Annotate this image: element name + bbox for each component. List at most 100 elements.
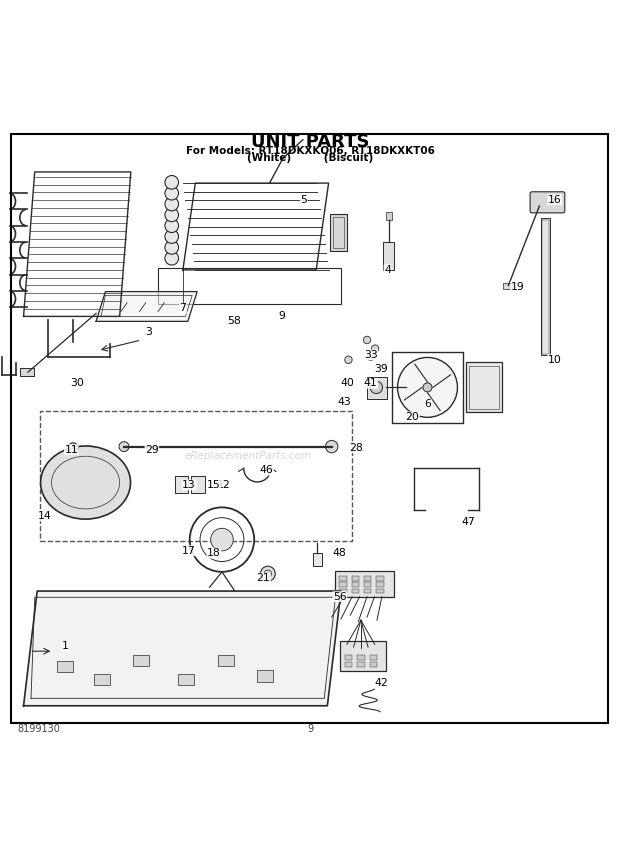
- Circle shape: [326, 440, 338, 453]
- Text: 40: 40: [340, 378, 354, 389]
- Bar: [94, 674, 110, 685]
- Bar: [370, 655, 377, 660]
- Circle shape: [363, 336, 371, 343]
- Circle shape: [165, 208, 179, 222]
- Bar: [364, 589, 371, 593]
- Bar: [40, 411, 352, 541]
- Text: 39: 39: [374, 364, 388, 374]
- Bar: [330, 214, 347, 252]
- Circle shape: [165, 175, 179, 189]
- Text: 14: 14: [38, 511, 51, 521]
- Bar: [191, 476, 205, 493]
- Text: eReplacementParts.com: eReplacementParts.com: [184, 451, 312, 461]
- Circle shape: [397, 358, 458, 418]
- Text: 18: 18: [207, 548, 221, 558]
- Bar: [20, 368, 34, 376]
- Circle shape: [165, 229, 179, 243]
- Text: 46: 46: [260, 465, 273, 475]
- Bar: [339, 582, 347, 586]
- Bar: [469, 366, 499, 409]
- Bar: [345, 663, 352, 668]
- Text: 5: 5: [300, 195, 308, 205]
- Bar: [367, 377, 387, 399]
- Bar: [466, 362, 502, 413]
- Bar: [340, 641, 386, 671]
- Bar: [386, 211, 392, 220]
- Bar: [392, 352, 463, 423]
- Bar: [345, 655, 352, 660]
- Circle shape: [370, 381, 383, 394]
- Circle shape: [165, 241, 179, 254]
- Text: 33: 33: [364, 350, 378, 360]
- Text: 20: 20: [405, 412, 419, 422]
- Circle shape: [119, 442, 129, 452]
- Text: (White)         (Biscuit): (White) (Biscuit): [247, 153, 373, 163]
- Text: UNIT PARTS: UNIT PARTS: [250, 134, 370, 152]
- Bar: [133, 655, 149, 666]
- Text: For Models: RT18DKXKQ06, RT18DKXKT06: For Models: RT18DKXKQ06, RT18DKXKT06: [185, 146, 435, 156]
- Bar: [352, 582, 359, 586]
- Bar: [257, 670, 273, 681]
- Text: 42: 42: [374, 679, 388, 688]
- Text: 13: 13: [182, 480, 196, 490]
- Bar: [352, 589, 359, 593]
- Bar: [357, 663, 365, 668]
- Bar: [370, 663, 377, 668]
- Circle shape: [367, 353, 374, 360]
- Text: 10: 10: [548, 354, 562, 365]
- Circle shape: [423, 383, 432, 392]
- Circle shape: [165, 197, 179, 211]
- Bar: [542, 220, 549, 354]
- Text: 29: 29: [145, 445, 159, 455]
- Text: 1: 1: [61, 641, 69, 651]
- Bar: [364, 576, 371, 580]
- Circle shape: [165, 252, 179, 265]
- Circle shape: [165, 219, 179, 233]
- Circle shape: [165, 187, 179, 200]
- Text: 17: 17: [182, 546, 196, 556]
- Bar: [376, 582, 384, 586]
- Bar: [175, 476, 188, 493]
- Text: 41: 41: [364, 378, 378, 389]
- Text: 7: 7: [179, 303, 187, 313]
- Bar: [158, 268, 341, 304]
- Circle shape: [345, 356, 352, 364]
- Circle shape: [211, 528, 233, 551]
- Bar: [339, 589, 347, 593]
- Text: 8199130: 8199130: [17, 723, 60, 734]
- Polygon shape: [24, 591, 341, 705]
- Bar: [313, 553, 322, 566]
- Ellipse shape: [41, 446, 130, 519]
- Bar: [364, 582, 371, 586]
- Text: 30: 30: [71, 378, 84, 389]
- Text: 12: 12: [216, 480, 230, 490]
- Text: 19: 19: [511, 282, 525, 292]
- Text: 3: 3: [145, 327, 153, 337]
- Text: 9: 9: [307, 723, 313, 734]
- Text: 58: 58: [228, 317, 241, 326]
- Bar: [339, 576, 347, 580]
- Circle shape: [68, 443, 78, 453]
- Bar: [541, 218, 550, 355]
- Bar: [333, 217, 344, 248]
- Bar: [178, 674, 194, 685]
- Text: 56: 56: [333, 591, 347, 602]
- Bar: [376, 576, 384, 580]
- Bar: [352, 576, 359, 580]
- FancyBboxPatch shape: [530, 192, 565, 213]
- Text: 11: 11: [64, 445, 78, 455]
- Text: 48: 48: [333, 548, 347, 558]
- Text: 15: 15: [207, 480, 221, 490]
- Circle shape: [371, 345, 379, 353]
- Text: 47: 47: [461, 517, 475, 527]
- Bar: [383, 242, 394, 270]
- Text: 43: 43: [337, 397, 351, 407]
- Bar: [376, 589, 384, 593]
- Text: 9: 9: [278, 312, 286, 321]
- Text: 6: 6: [424, 400, 432, 409]
- Text: 16: 16: [548, 195, 562, 205]
- Bar: [335, 571, 394, 597]
- Bar: [57, 661, 73, 672]
- Circle shape: [260, 567, 275, 581]
- Bar: [503, 283, 512, 289]
